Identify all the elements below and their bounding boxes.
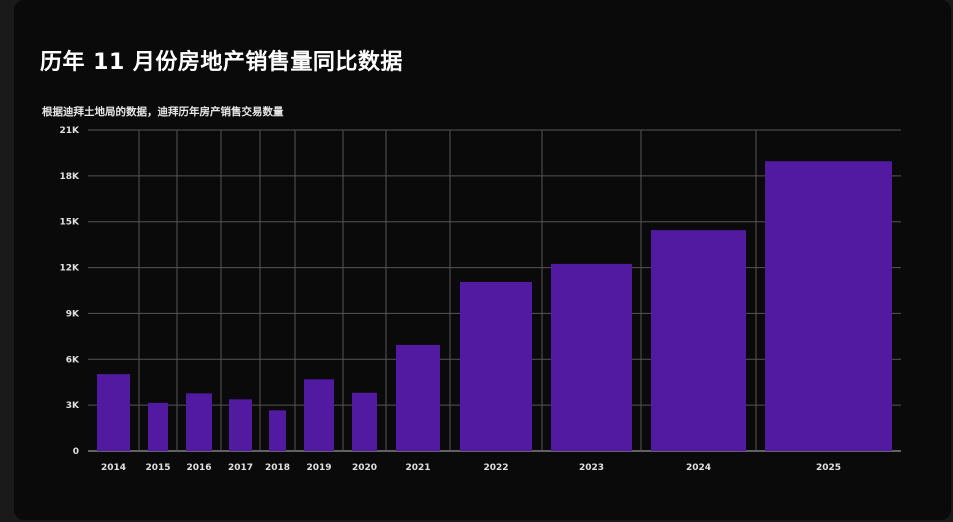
x-tick-label: 2021 [405, 463, 430, 473]
bar-2016 [186, 393, 212, 451]
y-tick-label: 6K [66, 355, 80, 365]
y-tick-label: 18K [60, 172, 81, 182]
x-tick-label: 2019 [306, 463, 331, 473]
bar-2020 [352, 392, 377, 451]
bar-2018 [269, 410, 286, 451]
bar-2014 [97, 374, 130, 451]
x-tick-label: 2018 [265, 463, 290, 473]
bar-2022 [460, 281, 532, 451]
x-tick-label: 2022 [483, 463, 508, 473]
x-tick-label: 2014 [101, 463, 126, 473]
x-tick-label: 2023 [579, 463, 604, 473]
y-tick-label: 21K [60, 126, 81, 136]
x-tick-label: 2017 [228, 463, 253, 473]
bar-2017 [229, 399, 252, 451]
x-tick-label: 2025 [816, 463, 841, 473]
y-tick-label: 12K [60, 264, 81, 274]
bar-2021 [396, 344, 440, 451]
x-tick-label: 2024 [686, 463, 711, 473]
bar-2024 [651, 230, 746, 451]
bar-2015 [148, 402, 168, 451]
bar-2019 [304, 379, 334, 451]
bar-2023 [551, 263, 632, 451]
y-tick-label: 9K [66, 309, 80, 319]
x-tick-label: 2015 [145, 463, 170, 473]
y-tick-label: 3K [66, 401, 80, 411]
y-tick-label: 15K [60, 218, 81, 228]
chart-subtitle: 根据迪拜土地局的数据，迪拜历年房产销售交易数量 [42, 106, 284, 118]
x-tick-label: 2016 [186, 463, 211, 473]
bar-2025 [765, 161, 892, 451]
chart-title: 历年 11 月份房地产销售量同比数据 [40, 50, 403, 75]
x-tick-label: 2020 [352, 463, 377, 473]
y-tick-label: 0 [73, 447, 79, 457]
